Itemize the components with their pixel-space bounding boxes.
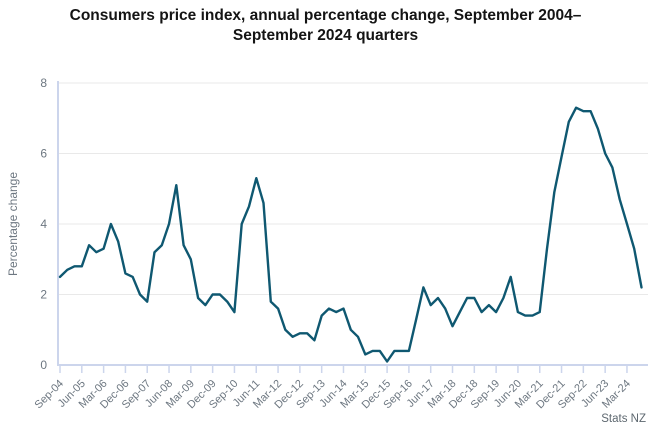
y-tick-label: 6 [40,147,47,161]
axis-layer [57,81,648,373]
y-axis-title: Percentage change [6,172,20,276]
y-tick-label: 4 [40,217,47,231]
y-tick-label: 2 [40,288,47,302]
source-label: Stats NZ [601,413,646,425]
tick-label-layer: 02468Sep-04Jun-05Mar-06Dec-06Sep-07Jun-0… [33,76,634,411]
cpi-line-series [58,106,643,363]
y-tick-label: 0 [40,358,47,372]
grid-layer [58,82,648,295]
y-tick-label: 8 [40,76,47,90]
chart-title: Consumers price index, annual percentage… [69,7,582,45]
